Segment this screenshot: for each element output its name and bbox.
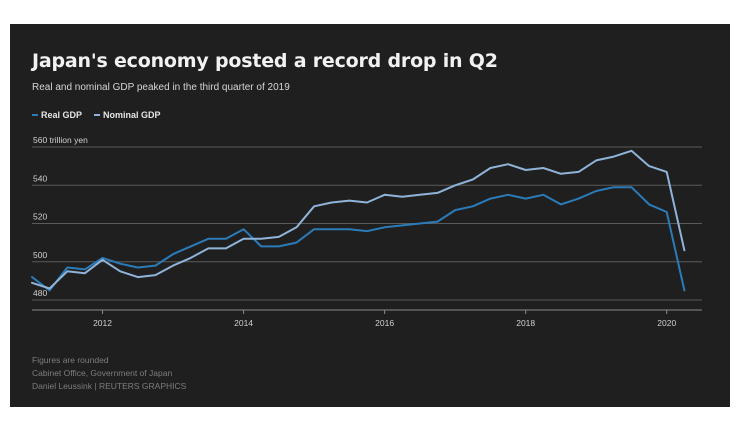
chart-subtitle: Real and nominal GDP peaked in the third… bbox=[32, 82, 290, 93]
line-chart: 480 500 520 540 560 trillion yen 2012 2014 2016… bbox=[31, 135, 702, 328]
legend-swatch-real-gdp bbox=[32, 114, 38, 116]
footer-credit: Daniel Leussink | REUTERS GRAPHICS bbox=[32, 381, 187, 391]
footer-source: Cabinet Office, Government of Japan bbox=[32, 368, 173, 378]
x-tick-label-2012: 2012 bbox=[93, 318, 112, 328]
legend-swatch-nominal-gdp bbox=[94, 114, 101, 116]
y-tick-label-540: 540 bbox=[33, 173, 47, 183]
legend-label-nominal-gdp: Nominal GDP bbox=[103, 110, 161, 120]
chart-legend: Real GDP Nominal GDP bbox=[32, 110, 161, 120]
y-tick-label-520: 520 bbox=[33, 212, 47, 222]
x-tick-label-2016: 2016 bbox=[375, 318, 394, 328]
y-tick-label-560: 560 trillion yen bbox=[33, 135, 88, 145]
y-tick-label-480: 480 bbox=[33, 288, 47, 298]
series-line-nominal-gdp bbox=[31, 149, 686, 290]
footer-note: Figures are rounded bbox=[32, 355, 109, 365]
legend-item-real-gdp: Real GDP bbox=[32, 110, 82, 120]
x-tick-label-2018: 2018 bbox=[516, 318, 535, 328]
y-tick-label-500: 500 bbox=[33, 250, 47, 260]
chart-panel: Japan's economy posted a record drop in … bbox=[10, 24, 730, 407]
legend-label-real-gdp: Real GDP bbox=[41, 110, 83, 120]
chart-title: Japan's economy posted a record drop in … bbox=[32, 50, 498, 72]
x-tick-label-2014: 2014 bbox=[234, 318, 253, 328]
series-line-real-gdp bbox=[31, 186, 686, 292]
chart-footer: Figures are rounded Cabinet Office, Gove… bbox=[32, 354, 186, 393]
x-tick-label-2020: 2020 bbox=[657, 318, 676, 328]
legend-item-nominal-gdp: Nominal GDP bbox=[94, 110, 161, 120]
